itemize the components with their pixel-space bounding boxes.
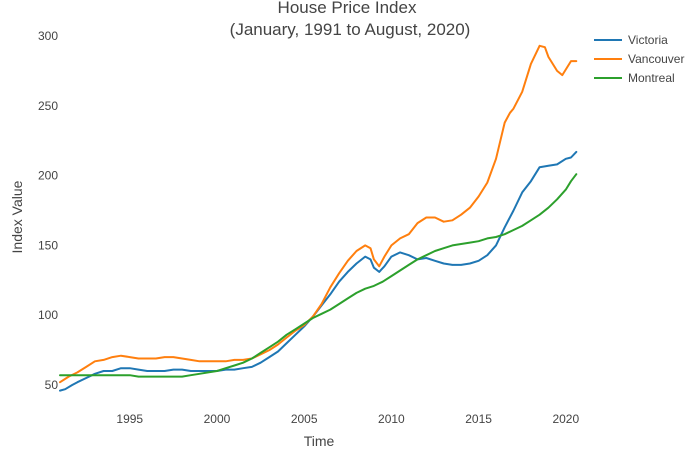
x-tick-label: 2005 <box>291 412 318 426</box>
legend-label: Victoria <box>628 33 668 47</box>
legend-label: Vancouver <box>628 52 684 66</box>
series-lines <box>59 44 578 392</box>
series-line-montreal[interactable] <box>59 173 578 378</box>
legend-item-victoria[interactable]: Victoria <box>594 33 668 47</box>
x-axis-ticks: 1995 2000 2005 2010 2015 2020 <box>116 412 579 426</box>
x-axis-label: Time <box>304 433 335 449</box>
y-axis-label: Index Value <box>9 180 25 253</box>
y-axis-ticks: 50 100 150 200 250 300 <box>38 29 58 392</box>
y-tick-label: 250 <box>38 99 58 113</box>
x-tick-label: 2020 <box>552 412 579 426</box>
y-tick-label: 50 <box>45 378 59 392</box>
legend-label: Montreal <box>628 71 675 85</box>
legend-item-vancouver[interactable]: Vancouver <box>594 52 684 66</box>
series-line-vancouver[interactable] <box>59 44 578 384</box>
y-tick-label: 100 <box>38 308 58 322</box>
x-tick-label: 1995 <box>116 412 143 426</box>
series-line-victoria[interactable] <box>59 150 578 392</box>
x-tick-label: 2010 <box>378 412 405 426</box>
y-tick-label: 200 <box>38 169 58 183</box>
legend-item-montreal[interactable]: Montreal <box>594 71 675 85</box>
legend[interactable]: Victoria Vancouver Montreal <box>594 33 684 85</box>
y-tick-label: 300 <box>38 29 58 43</box>
chart-subtitle: (January, 1991 to August, 2020) <box>230 20 471 39</box>
chart-title: House Price Index <box>278 0 417 17</box>
y-tick-label: 150 <box>38 238 58 252</box>
x-tick-label: 2000 <box>204 412 231 426</box>
x-tick-label: 2015 <box>465 412 492 426</box>
